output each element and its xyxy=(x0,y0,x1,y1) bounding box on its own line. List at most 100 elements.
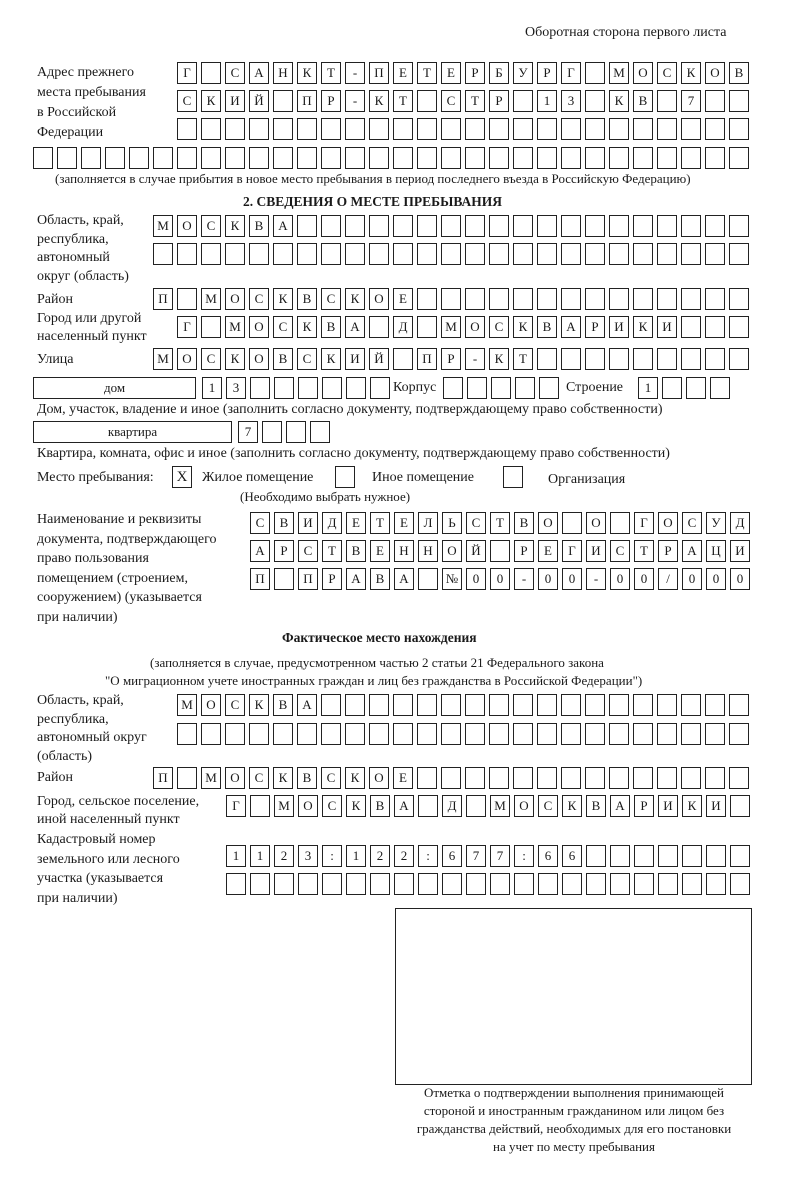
previous-address-row-cell[interactable]: - xyxy=(345,90,365,112)
street-row-cell[interactable]: Т xyxy=(513,348,533,370)
city-row-cell[interactable]: К xyxy=(633,316,653,338)
previous-address-row-cell[interactable]: В xyxy=(633,90,653,112)
actual-district-row-cell[interactable] xyxy=(417,767,437,789)
city-row-cell[interactable] xyxy=(369,316,389,338)
previous-address-row-cell[interactable] xyxy=(297,147,317,169)
region-row-cell[interactable]: К xyxy=(225,215,245,237)
previous-address-row-cell[interactable] xyxy=(273,147,293,169)
korpus-row-cell[interactable] xyxy=(491,377,511,399)
previous-address-row-cell[interactable]: 7 xyxy=(681,90,701,112)
document-row-cell[interactable]: 0 xyxy=(490,568,510,590)
previous-address-row-cell[interactable] xyxy=(369,118,389,140)
previous-address-row-cell[interactable]: В xyxy=(729,62,749,84)
actual-district-row-cell[interactable]: О xyxy=(369,767,389,789)
region-row-cell[interactable] xyxy=(681,215,701,237)
document-row-cell[interactable]: Р xyxy=(322,568,342,590)
cadastral-row-cell[interactable] xyxy=(658,845,678,867)
previous-address-row-cell[interactable]: Р xyxy=(489,90,509,112)
previous-address-row-cell[interactable] xyxy=(705,118,725,140)
actual-region-row-cell[interactable] xyxy=(681,723,701,745)
cadastral-row-cell[interactable] xyxy=(730,845,750,867)
actual-region-row-cell[interactable]: А xyxy=(297,694,317,716)
apartment-row-cell[interactable] xyxy=(310,421,330,443)
actual-region-row-cell[interactable] xyxy=(465,723,485,745)
region-row-cell[interactable] xyxy=(561,243,581,265)
region-row-cell[interactable] xyxy=(177,243,197,265)
street-row-cell[interactable] xyxy=(393,348,413,370)
actual-district-row-cell[interactable] xyxy=(609,767,629,789)
cadastral-row-cell[interactable] xyxy=(514,873,534,895)
previous-address-row-cell[interactable] xyxy=(369,147,389,169)
city-row-cell[interactable]: И xyxy=(657,316,677,338)
region-row-cell[interactable] xyxy=(705,215,725,237)
street-row-cell[interactable]: К xyxy=(225,348,245,370)
document-row-cell[interactable]: Й xyxy=(466,540,486,562)
actual-region-row-cell[interactable] xyxy=(273,723,293,745)
city-row-cell[interactable]: О xyxy=(249,316,269,338)
region-row-cell[interactable] xyxy=(609,243,629,265)
building-row-cell[interactable] xyxy=(686,377,706,399)
city-row-cell[interactable]: Г xyxy=(177,316,197,338)
street-row-cell[interactable] xyxy=(609,348,629,370)
city-row-cell[interactable]: М xyxy=(441,316,461,338)
actual-city-row-cell[interactable]: С xyxy=(322,795,342,817)
actual-city-row-cell[interactable]: О xyxy=(298,795,318,817)
actual-region-row-cell[interactable] xyxy=(441,723,461,745)
apartment-row-cell[interactable]: 7 xyxy=(238,421,258,443)
cadastral-row-cell[interactable] xyxy=(466,873,486,895)
region-row-cell[interactable] xyxy=(705,243,725,265)
street-row-cell[interactable]: О xyxy=(249,348,269,370)
actual-region-row-cell[interactable] xyxy=(177,723,197,745)
previous-address-row-cell[interactable]: Р xyxy=(537,62,557,84)
document-row-cell[interactable]: А xyxy=(394,568,414,590)
cadastral-row-cell[interactable] xyxy=(490,873,510,895)
district-row-cell[interactable] xyxy=(177,288,197,310)
previous-address-row-cell[interactable] xyxy=(177,118,197,140)
previous-address-row-cell[interactable]: И xyxy=(225,90,245,112)
previous-address-row-cell[interactable] xyxy=(513,90,533,112)
actual-district-row-cell[interactable] xyxy=(729,767,749,789)
previous-address-row-cell[interactable]: Е xyxy=(393,62,413,84)
previous-address-row-cell[interactable] xyxy=(321,118,341,140)
region-row-cell[interactable] xyxy=(561,215,581,237)
actual-district-row-cell[interactable]: С xyxy=(321,767,341,789)
cadastral-row-cell[interactable] xyxy=(706,845,726,867)
previous-address-row-cell[interactable]: К xyxy=(297,62,317,84)
region-row-cell[interactable] xyxy=(201,243,221,265)
document-row-cell[interactable]: Т xyxy=(634,540,654,562)
region-row-cell[interactable] xyxy=(537,215,557,237)
previous-address-row-cell[interactable] xyxy=(249,118,269,140)
region-row-cell[interactable] xyxy=(465,215,485,237)
district-row-cell[interactable] xyxy=(609,288,629,310)
previous-address-row-cell[interactable] xyxy=(105,147,125,169)
document-row-cell[interactable]: Р xyxy=(514,540,534,562)
street-row-cell[interactable]: В xyxy=(273,348,293,370)
region-row-cell[interactable] xyxy=(513,243,533,265)
actual-city-row-cell[interactable]: Р xyxy=(634,795,654,817)
document-row-cell[interactable]: С xyxy=(610,540,630,562)
street-row-cell[interactable]: С xyxy=(201,348,221,370)
actual-region-row-cell[interactable]: М xyxy=(177,694,197,716)
region-row-cell[interactable] xyxy=(321,243,341,265)
previous-address-row-cell[interactable]: К xyxy=(609,90,629,112)
document-row-cell[interactable]: О xyxy=(658,512,678,534)
actual-region-row-cell[interactable] xyxy=(561,723,581,745)
actual-region-row-cell[interactable] xyxy=(345,694,365,716)
cadastral-row-cell[interactable]: 6 xyxy=(442,845,462,867)
city-row-cell[interactable] xyxy=(681,316,701,338)
city-row-cell[interactable] xyxy=(705,316,725,338)
document-row-cell[interactable]: В xyxy=(514,512,534,534)
actual-district-row-cell[interactable] xyxy=(657,767,677,789)
previous-address-row-cell[interactable]: Й xyxy=(249,90,269,112)
previous-address-row-cell[interactable] xyxy=(585,90,605,112)
actual-district-row-cell[interactable]: М xyxy=(201,767,221,789)
actual-region-row-cell[interactable] xyxy=(633,694,653,716)
region-row-cell[interactable] xyxy=(513,215,533,237)
actual-region-row-cell[interactable] xyxy=(513,694,533,716)
previous-address-row-cell[interactable] xyxy=(465,147,485,169)
document-row-cell[interactable]: О xyxy=(586,512,606,534)
region-row-cell[interactable] xyxy=(345,215,365,237)
actual-region-row-cell[interactable] xyxy=(369,723,389,745)
previous-address-row-cell[interactable] xyxy=(393,118,413,140)
actual-district-row-cell[interactable]: О xyxy=(225,767,245,789)
